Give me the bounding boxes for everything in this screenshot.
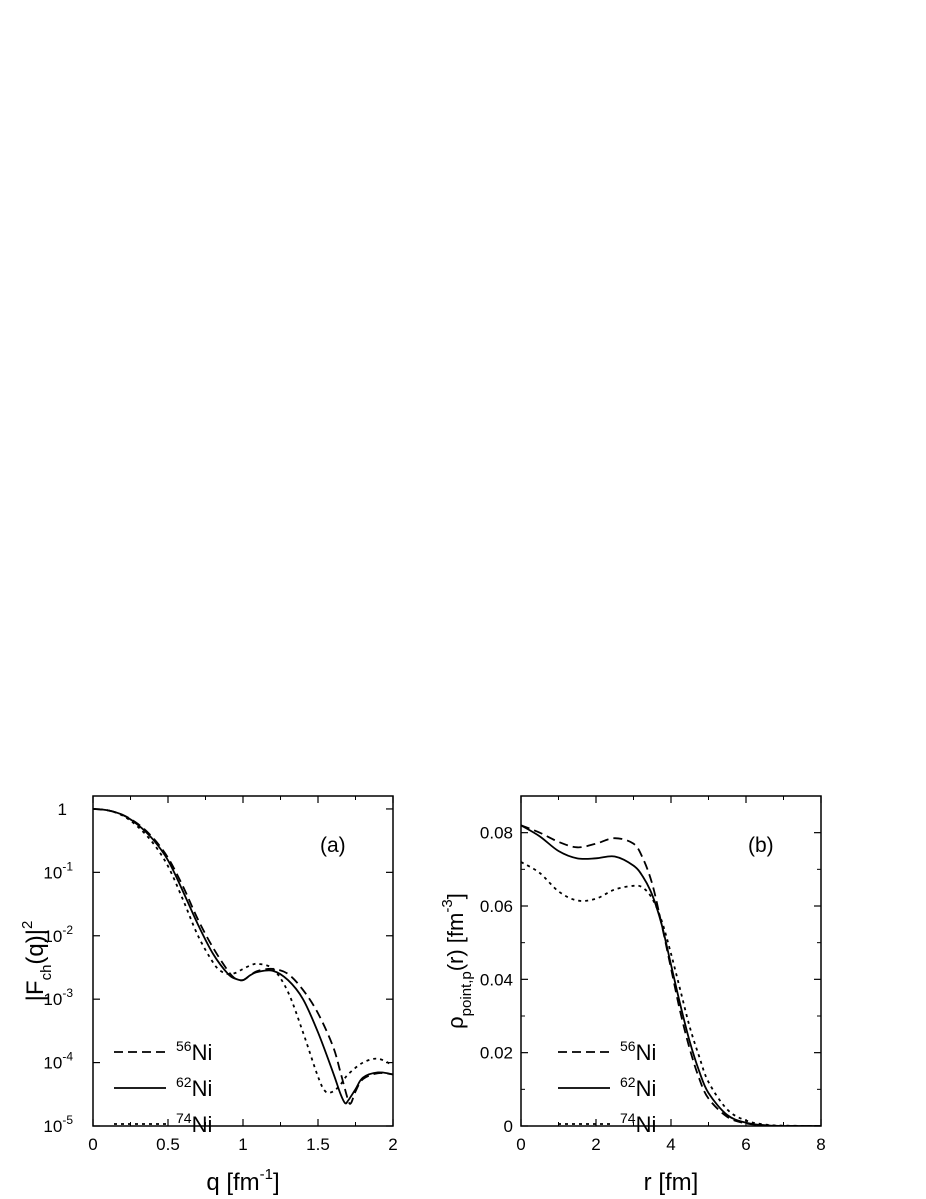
- panel-b-legend-label-56: 56Ni: [620, 1038, 656, 1065]
- panel-b-legend-label-74: 74Ni: [620, 1110, 656, 1137]
- panel-a-series-74ni-line: [93, 808, 393, 1094]
- panel-a-legend: 56Ni 62Ni 74Ni: [114, 1038, 212, 1137]
- panel-a-x-tick-label: 1: [238, 1135, 247, 1154]
- panel-a-curves: [93, 808, 393, 1105]
- panel-b-x-tick-label: 8: [816, 1135, 825, 1154]
- panel-a-y-tick-label: 10-2: [43, 923, 73, 946]
- panel-b-y-axis-title: ρpoint,p(r) [fm-3]: [439, 893, 475, 1029]
- panel-b-density: 0 2 4 6 8 0 0.02 0.04 0.06 0.08 (b) r [fm] ρpoint…: [439, 795, 826, 1196]
- panel-a-y-tick-label: 10-1: [43, 859, 73, 882]
- panel-b-y-tick-label: 0: [504, 1117, 513, 1136]
- panel-b-curves: [521, 824, 821, 1126]
- panel-a-y-tick-label: 1: [58, 800, 67, 819]
- panel-a-x-tick-label: 1.5: [306, 1135, 330, 1154]
- panel-b-x-tick-label: 0: [516, 1135, 525, 1154]
- panel-b-series-62ni-line: [521, 824, 821, 1126]
- panel-a-legend-label-62: 62Ni: [176, 1074, 212, 1101]
- panel-a-legend-label-56: 56Ni: [176, 1038, 212, 1065]
- panel-a-ticks: 0 0.5 1 1.5 2 1 10-1 10-2 10-3 10-4 10-5: [43, 796, 398, 1154]
- panel-b-label: (b): [748, 834, 774, 857]
- panel-b-legend: 56Ni 62Ni 74Ni: [558, 1038, 656, 1137]
- panel-b-y-tick-label: 0.06: [480, 897, 513, 916]
- panel-b-y-tick-label: 0.02: [480, 1044, 513, 1063]
- panel-a-x-tick-label: 0.5: [156, 1135, 180, 1154]
- panel-a-y-tick-label: 10-4: [43, 1050, 73, 1073]
- panel-b-x-axis-title: r [fm]: [644, 1169, 699, 1196]
- panel-b-x-tick-label: 2: [591, 1135, 600, 1154]
- panel-a-legend-label-74: 74Ni: [176, 1110, 212, 1137]
- panel-a-x-tick-label: 2: [388, 1135, 397, 1154]
- panel-b-y-tick-label: 0.08: [480, 824, 513, 843]
- panel-a-y-axis-title: |Fch(q)|2: [19, 921, 55, 1002]
- panel-a-x-tick-label: 0: [88, 1135, 97, 1154]
- panel-a-series-62ni-line: [93, 808, 393, 1105]
- panel-b-legend-label-62: 62Ni: [620, 1074, 656, 1101]
- panel-a-label: (a): [320, 834, 346, 857]
- panel-b-frame: [520, 795, 822, 1127]
- panel-a-form-factor: 0 0.5 1 1.5 2 1 10-1 10-2 10-3 10-4 10-5 (a) q [fm…: [19, 795, 398, 1196]
- panel-b-series-74ni-line: [521, 861, 821, 1126]
- panel-a-x-axis-title: q [fm-1]: [206, 1166, 279, 1196]
- panel-b-y-tick-label: 0.04: [480, 970, 513, 989]
- panel-a-y-tick-label: 10-5: [43, 1113, 73, 1136]
- panel-b-x-tick-label: 6: [741, 1135, 750, 1154]
- panel-a-frame: [92, 795, 394, 1127]
- panel-b-x-tick-label: 4: [666, 1135, 675, 1154]
- panel-a-y-tick-label: 10-3: [43, 986, 73, 1009]
